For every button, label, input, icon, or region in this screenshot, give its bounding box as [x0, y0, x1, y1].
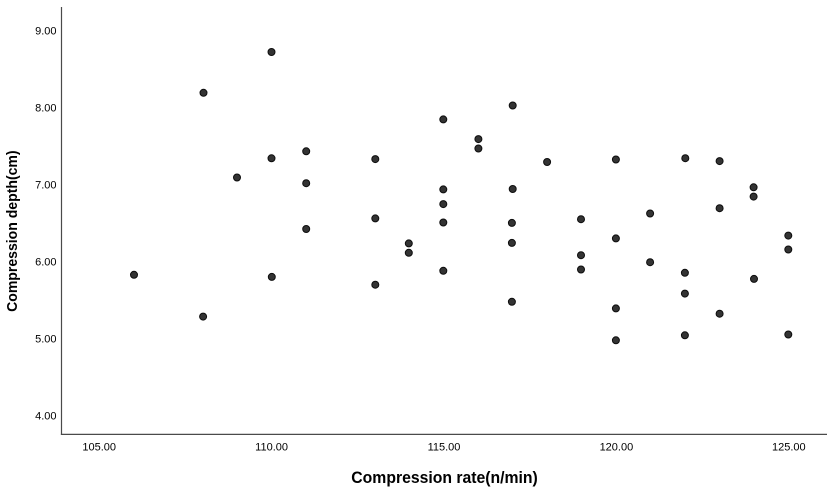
svg-text:110.00: 110.00: [255, 442, 288, 454]
svg-text:115.00: 115.00: [428, 442, 461, 454]
svg-text:Compression rate(n/min): Compression rate(n/min): [351, 468, 538, 487]
svg-text:7.00: 7.00: [35, 179, 56, 191]
svg-text:105.00: 105.00: [82, 442, 116, 454]
svg-text:6.00: 6.00: [35, 257, 56, 269]
svg-text:4.00: 4.00: [35, 411, 56, 423]
svg-text:125.00: 125.00: [772, 442, 806, 454]
svg-text:8.00: 8.00: [35, 102, 56, 114]
svg-text:9.00: 9.00: [35, 25, 56, 37]
svg-text:120.00: 120.00: [600, 442, 634, 454]
svg-text:5.00: 5.00: [35, 334, 56, 346]
svg-text:Compression depth(cm): Compression depth(cm): [4, 150, 21, 312]
